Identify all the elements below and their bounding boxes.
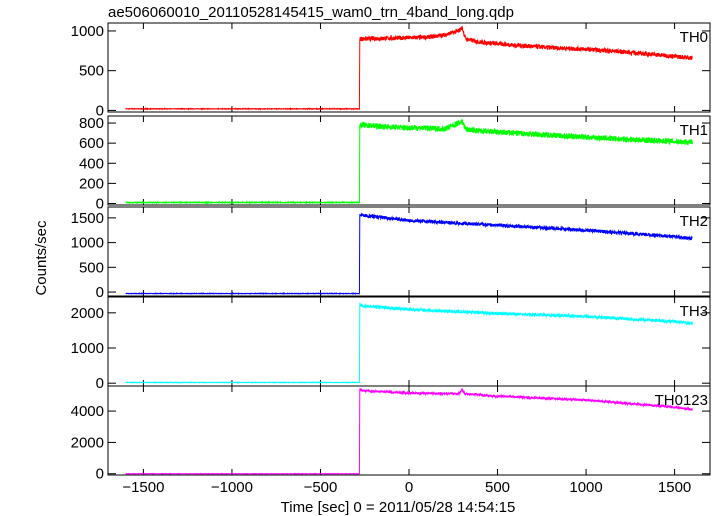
- panel-th1: 0 200 400 600 800 TH1: [79, 115, 711, 212]
- panel-label: TH1: [680, 122, 708, 139]
- y-tick-label: 1500: [71, 210, 104, 227]
- x-tick-labels: −1500 −1000 −500 0 500 1000 1500: [122, 479, 691, 496]
- panel-th0: 0 500 1000 TH0: [71, 22, 711, 119]
- y-tick-label: 1000: [71, 340, 104, 357]
- panel-label: TH3: [680, 303, 708, 320]
- series-line-th2: [125, 212, 693, 296]
- y-axis-label: Counts/sec: [33, 220, 50, 296]
- panel-label: TH0: [680, 29, 708, 46]
- x-tick-label: 1500: [658, 479, 691, 496]
- y-tick-label: 800: [79, 115, 104, 132]
- panel-th2: 0 500 1000 1500 TH2: [71, 206, 711, 301]
- chart-title: ae506060010_20110528145415_wam0_trn_4ban…: [108, 4, 514, 21]
- panel-frame: [107, 385, 711, 476]
- x-tick-label: 500: [485, 479, 510, 496]
- x-tick-label: −1500: [122, 479, 164, 496]
- series-line-th0123: [125, 387, 693, 476]
- panel-th0123: 0 2000 4000 TH0123: [71, 385, 711, 483]
- y-tick-label: 0: [96, 284, 104, 301]
- y-tick-label: 1000: [71, 235, 104, 252]
- y-tick-label: 1000: [71, 23, 104, 40]
- x-axis-label: Time [sec] 0 = 2011/05/28 14:54:15: [281, 499, 516, 516]
- y-tick-label: 0: [96, 195, 104, 212]
- x-tick-label: −500: [304, 479, 338, 496]
- y-tick-label: 2000: [71, 434, 104, 451]
- y-tick-label: 500: [79, 259, 104, 276]
- y-tick-label: 0: [96, 102, 104, 119]
- series-line-th0: [125, 25, 693, 111]
- x-tick-label: 1000: [569, 479, 602, 496]
- y-tick-label: 2000: [71, 305, 104, 322]
- y-tick-label: 0: [96, 375, 104, 392]
- y-tick-label: 400: [79, 155, 104, 172]
- series-line-th1: [125, 118, 693, 205]
- panel-label: TH0123: [655, 392, 708, 409]
- panel-th3: 0 1000 2000 TH3: [71, 296, 711, 392]
- y-tick-label: 0: [96, 466, 104, 483]
- y-tick-label: 600: [79, 135, 104, 152]
- panel-label: TH2: [680, 213, 708, 230]
- chart-panels: 0 500 1000 TH0 0 200 400 600 800 TH1 0 500 1000 1500 T…: [71, 22, 711, 483]
- y-tick-label: 200: [79, 175, 104, 192]
- y-tick-label: 4000: [71, 403, 104, 420]
- y-tick-label: 500: [79, 63, 104, 80]
- x-tick-label: 0: [405, 479, 413, 496]
- series-line-th3: [125, 302, 693, 385]
- x-tick-label: −1000: [211, 479, 253, 496]
